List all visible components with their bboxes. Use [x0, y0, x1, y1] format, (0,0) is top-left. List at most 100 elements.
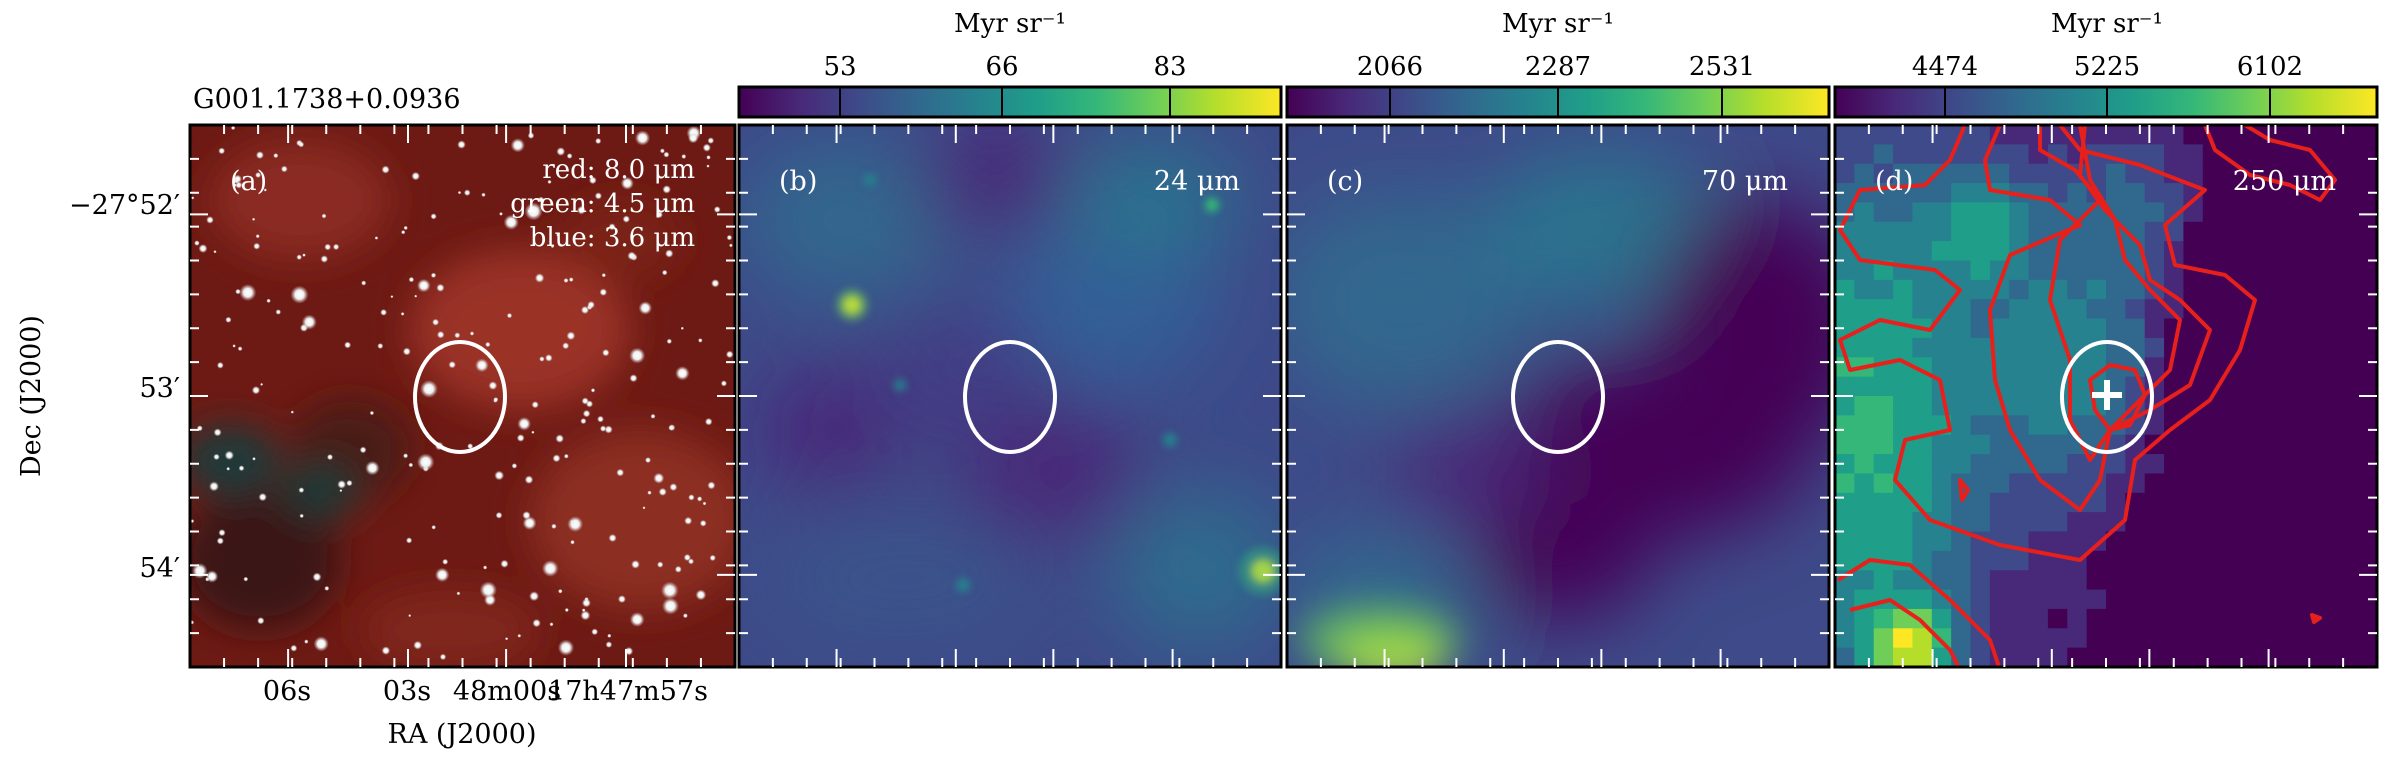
star: [481, 192, 486, 197]
star: [653, 472, 665, 484]
star: [570, 539, 575, 545]
star: [448, 361, 456, 369]
star: [213, 250, 217, 254]
star: [563, 453, 569, 459]
star: [359, 446, 367, 454]
star: [658, 487, 667, 496]
star: [604, 425, 613, 434]
colorbar-b-unit: Myr sr⁻¹: [954, 9, 1066, 39]
star: [475, 358, 489, 373]
star: [230, 125, 236, 131]
star: [251, 386, 261, 395]
star: [403, 225, 408, 231]
star: [275, 309, 282, 315]
colorbar-d-tick-2: 5225: [2074, 52, 2140, 82]
star: [299, 513, 304, 519]
star: [581, 397, 589, 405]
contour-7: [1836, 558, 2002, 667]
star: [260, 382, 264, 386]
star: [320, 255, 329, 263]
star: [702, 501, 707, 506]
star: [206, 216, 214, 224]
panel-c-letter: (c): [1327, 166, 1363, 197]
star: [401, 230, 406, 235]
star: [252, 217, 256, 221]
star: [582, 409, 591, 418]
contour-1: [1838, 125, 2257, 562]
star: [631, 560, 640, 569]
star: [321, 213, 327, 219]
star: [534, 273, 545, 283]
colorbar-b-tick-2: 66: [985, 52, 1018, 82]
contour-4: [2088, 363, 2147, 432]
star: [420, 380, 438, 398]
star: [608, 533, 617, 543]
star: [374, 236, 379, 240]
star: [431, 525, 437, 530]
star: [205, 570, 219, 583]
star: [550, 244, 555, 249]
star: [324, 243, 332, 251]
colorbar-c-tick-1: 2066: [1357, 52, 1423, 82]
contour-6: [1849, 598, 1961, 667]
contour-3: [2038, 125, 2182, 462]
star: [436, 283, 445, 292]
star: [239, 284, 257, 302]
star: [313, 636, 329, 652]
panel-b-image: [739, 125, 1281, 667]
star: [634, 130, 651, 146]
star: [680, 326, 684, 330]
star: [532, 618, 541, 628]
panel-b: (b) 24 μm: [737, 123, 1283, 669]
star: [668, 425, 674, 431]
panel-d-band: 250 μm: [2233, 166, 2336, 197]
star: [479, 581, 497, 599]
panel-c-band: 70 μm: [1702, 166, 1788, 197]
star: [669, 483, 678, 492]
star: [522, 511, 531, 520]
x-axis-label: RA (J2000): [387, 719, 536, 750]
star: [346, 479, 353, 487]
star: [696, 496, 703, 502]
star: [408, 614, 412, 618]
star: [720, 380, 728, 387]
star: [516, 434, 525, 442]
star: [602, 349, 610, 357]
panel-d-image: [1835, 125, 2377, 667]
star: [645, 457, 651, 464]
panel-a: (a) red: 8.0 μm green: 4.5 μm blue: 3.6 …: [188, 123, 737, 669]
star-field: [190, 125, 734, 661]
star: [529, 591, 540, 602]
star: [549, 622, 554, 627]
star: [510, 138, 525, 153]
star: [390, 295, 394, 299]
star: [369, 410, 375, 416]
colorbar-c: Myr sr⁻¹ 2066 2287 2531: [1285, 9, 1831, 119]
star: [542, 560, 559, 577]
star: [402, 347, 411, 356]
star: [590, 388, 596, 393]
star: [380, 309, 387, 316]
star: [298, 141, 305, 148]
star: [522, 516, 537, 530]
star: [469, 331, 475, 336]
star: [194, 240, 200, 246]
star: [377, 343, 384, 349]
star: [381, 646, 391, 655]
star: [255, 234, 260, 239]
star: [707, 481, 716, 490]
star: [556, 233, 560, 237]
star: [725, 350, 734, 359]
star: [435, 567, 450, 583]
star: [595, 137, 602, 145]
panel-c-image: [1287, 125, 1829, 667]
star: [414, 294, 418, 298]
star: [225, 316, 232, 323]
star: [552, 454, 561, 463]
colorbar-d: Myr sr⁻¹ 4474 5225 6102: [1833, 9, 2379, 119]
star: [627, 251, 636, 261]
star: [601, 273, 606, 278]
star: [442, 558, 449, 565]
star: [556, 147, 566, 156]
star: [488, 381, 498, 390]
